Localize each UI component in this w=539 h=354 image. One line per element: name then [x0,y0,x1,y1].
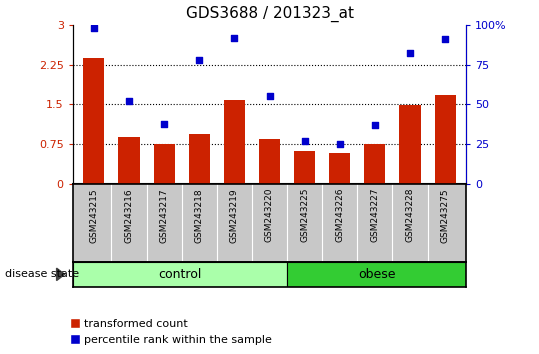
Point [230,35,239,40]
Point [125,98,133,104]
Point [160,121,168,126]
Bar [224,100,245,184]
Text: GSM243218: GSM243218 [195,188,204,242]
Text: control: control [158,268,202,281]
Point [335,141,344,147]
Text: GSM243215: GSM243215 [89,188,98,242]
Point [406,51,414,56]
Point [300,138,309,144]
Bar [364,144,385,184]
Legend: transformed count, percentile rank within the sample: transformed count, percentile rank withi… [70,319,272,345]
Title: GDS3688 / 201323_at: GDS3688 / 201323_at [185,6,354,22]
Text: GSM243275: GSM243275 [441,188,450,242]
Text: GSM243220: GSM243220 [265,188,274,242]
Text: GSM243217: GSM243217 [160,188,169,242]
Point [195,57,204,63]
Bar [119,137,140,184]
Text: disease state: disease state [5,269,80,279]
Bar [84,58,105,184]
Bar [189,133,210,184]
Bar [329,153,350,184]
Bar [154,144,175,184]
Bar [434,95,455,184]
Bar [399,105,420,184]
Bar [73,262,287,287]
Text: GSM243226: GSM243226 [335,188,344,242]
Point [371,122,379,128]
Point [441,36,450,42]
Text: GSM243225: GSM243225 [300,188,309,242]
Text: GSM243227: GSM243227 [370,188,379,242]
Text: GSM243228: GSM243228 [405,188,414,242]
Text: GSM243216: GSM243216 [125,188,134,242]
Text: GSM243219: GSM243219 [230,188,239,242]
Bar [294,151,315,184]
Point [265,93,274,99]
Bar [287,262,466,287]
Bar [259,139,280,184]
Point [89,25,98,31]
Text: obese: obese [358,268,396,281]
